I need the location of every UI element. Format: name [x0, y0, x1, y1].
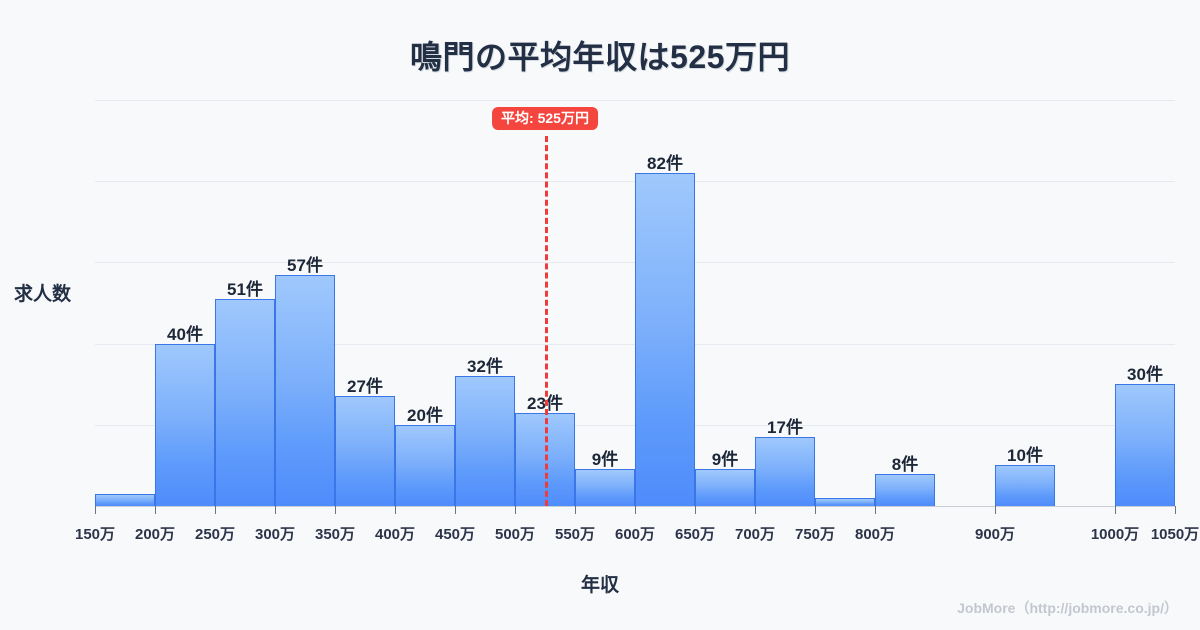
- bar[interactable]: [875, 473, 935, 506]
- bar[interactable]: [575, 469, 635, 506]
- x-axis-tick-label: 700万: [734, 526, 776, 543]
- bar-value-label: 17件: [767, 417, 803, 437]
- y-axis-title: 求人数: [14, 284, 72, 305]
- bar-value-label: 27件: [347, 377, 383, 397]
- gridline: [95, 100, 1175, 101]
- average-line: [545, 136, 548, 506]
- x-axis-tick-label: 500万: [494, 526, 536, 543]
- footer-attribution: JobMore（http://jobmore.co.jp/）: [957, 600, 1178, 616]
- x-axis-tick: [155, 506, 156, 514]
- bar[interactable]: [455, 376, 515, 506]
- x-axis-tick-label: 300万: [254, 526, 296, 543]
- page-title: 鳴門の平均年収は525万円: [410, 39, 790, 75]
- x-axis-tick-label: 400万: [374, 526, 416, 543]
- bar[interactable]: [815, 497, 875, 506]
- x-axis-tick: [1175, 506, 1176, 514]
- bar-value-label: 40件: [167, 324, 203, 344]
- bar-value-label: 8件: [891, 454, 919, 474]
- x-axis-tick: [275, 506, 276, 514]
- x-axis-tick-label: 750万: [794, 526, 836, 543]
- x-axis-tick: [995, 506, 996, 514]
- x-axis-tick-label: 350万: [314, 526, 356, 543]
- x-axis-tick: [395, 506, 396, 514]
- bar-value-label: 30件: [1127, 365, 1163, 385]
- x-axis-tick-label: 550万: [554, 526, 596, 543]
- plot-area: 40件 51件 57件 27件 20件 32件 23件 9件 82件 9件 17件 8件 10件 30件: [95, 100, 1175, 506]
- bar[interactable]: [995, 465, 1055, 506]
- x-axis-tick-label: 200万: [134, 526, 176, 543]
- x-axis-tick-label: 900万: [974, 526, 1016, 543]
- x-axis-tick: [695, 506, 696, 514]
- bar[interactable]: [335, 396, 395, 506]
- x-axis-title: 年収: [580, 575, 619, 596]
- x-axis-tick: [875, 506, 876, 514]
- x-axis-tick-label: 1000万: [1090, 526, 1140, 543]
- x-axis-tick-label: 250万: [194, 526, 236, 543]
- x-axis-tick: [95, 506, 96, 514]
- bar[interactable]: [155, 343, 215, 506]
- x-axis-tick: [1115, 506, 1116, 514]
- bar-value-label: 9件: [711, 450, 739, 470]
- bar[interactable]: [95, 493, 155, 506]
- x-axis-tick-label: 450万: [434, 526, 476, 543]
- x-axis-tick: [635, 506, 636, 514]
- bar-value-label: 57件: [287, 255, 323, 275]
- bar[interactable]: [695, 469, 755, 506]
- x-axis-tick: [215, 506, 216, 514]
- bar[interactable]: [635, 173, 695, 506]
- bar-value-label: 9件: [591, 450, 619, 470]
- bar-value-label: 51件: [227, 279, 263, 299]
- x-axis-tick-label: 1050万: [1150, 526, 1200, 543]
- x-axis-tick: [335, 506, 336, 514]
- x-axis-tick: [575, 506, 576, 514]
- x-axis-tick-label: 800万: [854, 526, 896, 543]
- bar-value-label: 10件: [1007, 446, 1043, 466]
- x-axis-tick-label: 650万: [674, 526, 716, 543]
- bar[interactable]: [755, 436, 815, 506]
- x-axis-tick-label: 150万: [74, 526, 116, 543]
- x-axis-tick: [815, 506, 816, 514]
- x-axis-tick-label: 600万: [614, 526, 656, 543]
- bar[interactable]: [215, 298, 275, 506]
- x-axis-tick: [515, 506, 516, 514]
- average-badge: 平均: 525万円: [492, 107, 598, 130]
- x-axis-tick: [755, 506, 756, 514]
- x-axis-tick: [455, 506, 456, 514]
- bar-value-label: 32件: [467, 357, 503, 377]
- bar[interactable]: [275, 274, 335, 506]
- bar[interactable]: [395, 424, 455, 506]
- bar-value-label: 82件: [647, 154, 683, 174]
- bar-value-label: 20件: [407, 405, 443, 425]
- bar[interactable]: [1115, 384, 1175, 506]
